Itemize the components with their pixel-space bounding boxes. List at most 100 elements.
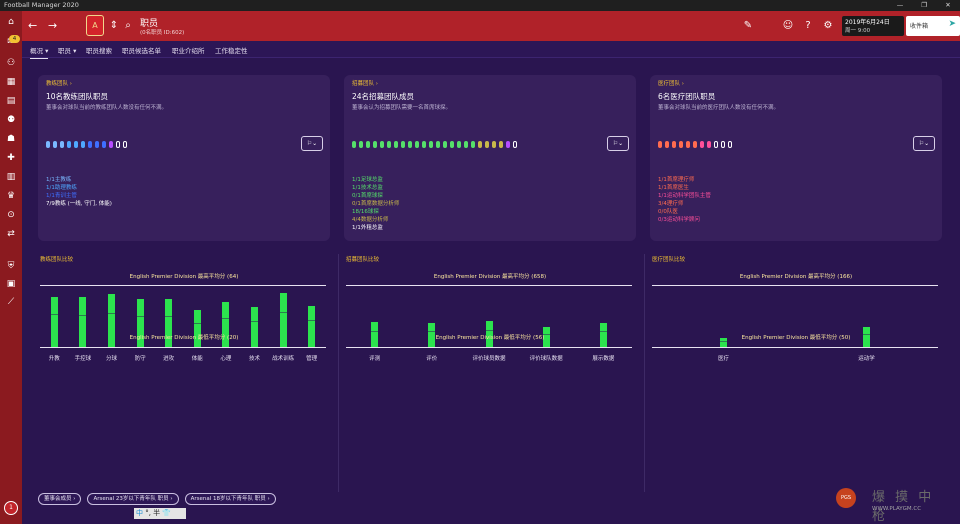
staff-dot[interactable] (665, 141, 669, 148)
search-icon[interactable]: ⌕ (125, 20, 131, 31)
staff-dot[interactable] (686, 141, 690, 148)
staff-dot[interactable] (471, 141, 475, 148)
staff-dot[interactable] (95, 141, 99, 148)
staff-dot[interactable] (366, 141, 370, 148)
tab-overview[interactable]: 概况 ▾ (30, 45, 49, 59)
filter-dropdown[interactable]: ⚐⌄ (607, 136, 629, 151)
staff-dot[interactable] (700, 141, 704, 148)
back-arrow-icon[interactable]: ← (28, 19, 38, 32)
staff-dot[interactable] (74, 141, 78, 148)
board-members-button[interactable]: 董事会成员 › (38, 493, 82, 505)
panel-crumb[interactable]: 招募团队 › (352, 81, 378, 87)
staff-dot[interactable] (387, 141, 391, 148)
tab-job-centre[interactable]: 职业介绍所 (172, 47, 205, 55)
staff-dot[interactable] (728, 141, 732, 148)
staff-dot[interactable] (352, 141, 356, 148)
filter-dropdown[interactable]: ⚐⌄ (301, 136, 323, 151)
chart-bar[interactable] (190, 309, 204, 347)
staff-dot[interactable] (408, 141, 412, 148)
home-icon[interactable]: ⌂ (8, 17, 14, 27)
staff-dot[interactable] (693, 141, 697, 148)
staff-dot[interactable] (102, 141, 106, 148)
staff-dot[interactable] (88, 141, 92, 148)
staff-dot[interactable] (401, 141, 405, 148)
chart-bar[interactable] (276, 292, 290, 347)
panel-crumb[interactable]: 医疗团队 › (658, 81, 684, 87)
staff-dot[interactable] (679, 141, 683, 148)
staff-dot[interactable] (67, 141, 71, 148)
chart-bar[interactable] (162, 298, 176, 347)
staff-dot[interactable] (464, 141, 468, 148)
minimize-button[interactable]: — (896, 1, 904, 9)
club-crest[interactable]: A (86, 15, 104, 36)
chart-bar[interactable] (368, 322, 382, 347)
maximize-button[interactable]: ❐ (921, 1, 927, 9)
data-hub-icon[interactable]: ▤ (6, 96, 16, 106)
settings-gear-icon[interactable]: ⚙ (823, 20, 833, 31)
staff-dot[interactable] (478, 141, 482, 148)
dev-centre-icon[interactable]: ⟋ (7, 297, 15, 307)
close-button[interactable]: ✕ (945, 1, 951, 9)
forward-arrow-icon[interactable]: → (48, 19, 58, 32)
chart-bar[interactable] (76, 297, 90, 347)
staff-dot[interactable] (116, 141, 120, 148)
ime-toolbar[interactable]: 中 °, 半 👕 (134, 508, 186, 519)
chart-bar[interactable] (248, 306, 261, 347)
staff-dot[interactable] (436, 141, 440, 148)
staff-dot[interactable] (721, 141, 725, 148)
chart-bar[interactable] (860, 326, 873, 347)
tab-staff-shortlist[interactable]: 职员候选名单 (122, 47, 161, 55)
staff-icon[interactable]: ⚉ (6, 115, 16, 125)
staff-dot[interactable] (513, 141, 517, 148)
edit-icon[interactable]: ✎ (743, 20, 753, 31)
chart-bar[interactable] (305, 305, 319, 347)
staff-dot[interactable] (450, 141, 454, 148)
staff-dot[interactable] (429, 141, 433, 148)
tab-job-security[interactable]: 工作稳定性 (215, 47, 248, 55)
training-icon[interactable]: ☗ (6, 134, 16, 144)
tactics-icon[interactable]: ▦ (6, 77, 16, 87)
staff-dot[interactable] (415, 141, 419, 148)
staff-dot[interactable] (380, 141, 384, 148)
u18-staff-button[interactable]: Arsenal 18岁以下青年队 职员 › (184, 493, 276, 505)
staff-dot[interactable] (457, 141, 461, 148)
club-info-icon[interactable]: ⛨ (7, 261, 15, 271)
panel-crumb[interactable]: 教练团队 › (46, 81, 72, 87)
tab-staff[interactable]: 职员 ▾ (58, 47, 77, 55)
filter-dropdown[interactable]: ⚐⌄ (913, 136, 935, 151)
switch-club-icon[interactable]: ⇕ (109, 20, 119, 31)
staff-dot[interactable] (492, 141, 496, 148)
chart-bar[interactable] (133, 298, 147, 347)
chart-bar[interactable] (482, 321, 496, 347)
continue-button[interactable]: 收件箱 ➤ (906, 16, 960, 36)
finances-icon[interactable]: ▣ (6, 279, 16, 289)
chart-bar[interactable] (425, 322, 439, 347)
scouting-icon[interactable]: ⊙ (7, 210, 15, 220)
competitions-icon[interactable]: ♛ (6, 191, 16, 201)
staff-dot[interactable] (658, 141, 662, 148)
staff-dot[interactable] (422, 141, 426, 148)
chart-bar[interactable] (717, 337, 730, 347)
staff-dot[interactable] (373, 141, 377, 148)
ime-language[interactable]: 中 (136, 509, 143, 517)
staff-dot[interactable] (443, 141, 447, 148)
chart-bar[interactable] (596, 322, 610, 347)
staff-dot[interactable] (81, 141, 85, 148)
squad-icon[interactable]: ⚇ (6, 58, 16, 68)
staff-dot[interactable] (60, 141, 64, 148)
u23-staff-button[interactable]: Arsenal 23岁以下青年队 职员 › (87, 493, 179, 505)
chart-bar[interactable] (105, 294, 118, 347)
staff-dot[interactable] (714, 141, 718, 148)
staff-dot[interactable] (499, 141, 503, 148)
chart-bar[interactable] (219, 302, 233, 347)
help-icon[interactable]: ? (805, 20, 811, 31)
transfers-icon[interactable]: ⇄ (7, 229, 15, 239)
staff-dot[interactable] (46, 141, 50, 148)
staff-dot[interactable] (53, 141, 57, 148)
staff-dot[interactable] (394, 141, 398, 148)
schedule-icon[interactable]: ▥ (6, 172, 16, 182)
manager-icon[interactable]: ☺ (782, 20, 794, 31)
staff-dot[interactable] (359, 141, 363, 148)
notification-badge[interactable]: 1 (4, 501, 18, 515)
staff-dot[interactable] (672, 141, 676, 148)
